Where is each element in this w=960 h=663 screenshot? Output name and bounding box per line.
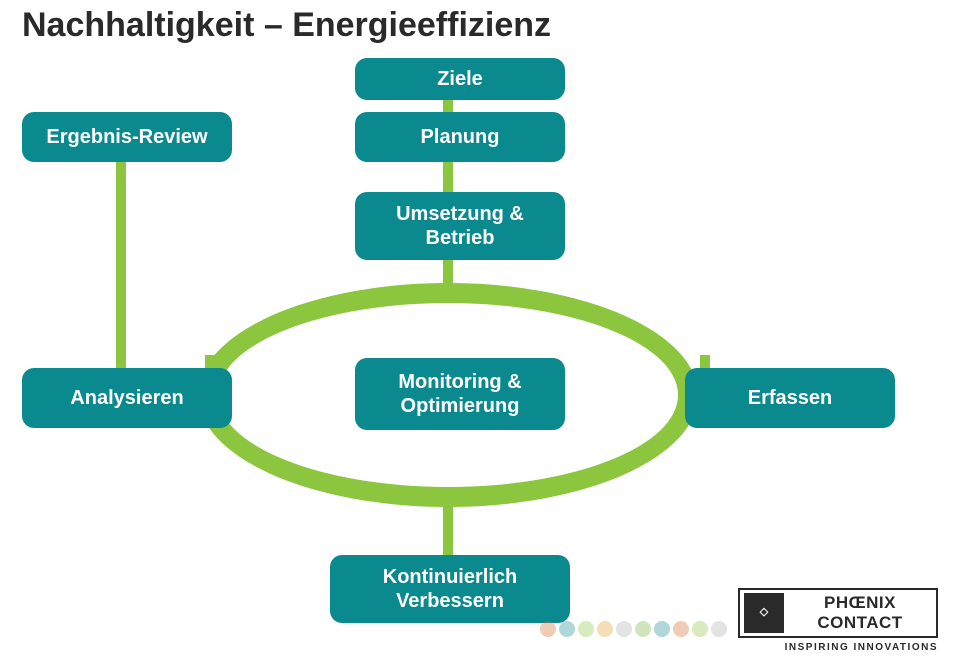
logo-mark-icon: ◇ [744, 593, 784, 633]
node-kontinuierlich-verbessern-label: Kontinuierlich Verbessern [383, 565, 517, 613]
node-umsetzung-betrieb-label: Umsetzung & Betrieb [396, 202, 524, 250]
decorative-dot [711, 621, 727, 637]
node-planung-label: Planung [421, 125, 500, 149]
decorative-dot [654, 621, 670, 637]
decorative-dot [559, 621, 575, 637]
node-monitoring-optimierung-label: Monitoring & Optimierung [398, 370, 521, 418]
logo-tagline: INSPIRING INNOVATIONS [738, 642, 938, 653]
logo-mark-glyph: ◇ [760, 607, 768, 619]
decorative-dot [692, 621, 708, 637]
node-monitoring-optimierung: Monitoring & Optimierung [355, 358, 565, 430]
decorative-dot [540, 621, 556, 637]
node-umsetzung-betrieb: Umsetzung & Betrieb [355, 192, 565, 260]
decorative-dot [635, 621, 651, 637]
node-analysieren: Analysieren [22, 368, 232, 428]
node-planung: Planung [355, 112, 565, 162]
logo-brand-line1: PHŒNIX [784, 593, 936, 613]
node-ergebnis-review: Ergebnis-Review [22, 112, 232, 162]
node-ziele: Ziele [355, 58, 565, 100]
decorative-dot [616, 621, 632, 637]
decorative-dots [540, 621, 727, 637]
decorative-dot [597, 621, 613, 637]
connector-line [116, 123, 126, 383]
node-analysieren-label: Analysieren [70, 386, 183, 410]
node-kontinuierlich-verbessern: Kontinuierlich Verbessern [330, 555, 570, 623]
node-erfassen-label: Erfassen [748, 386, 833, 410]
decorative-dot [578, 621, 594, 637]
page-title: Nachhaltigkeit – Energieeffizienz [22, 6, 551, 45]
node-ziele-label: Ziele [437, 67, 483, 91]
logo-brand-line2: CONTACT [784, 613, 936, 633]
node-erfassen: Erfassen [685, 368, 895, 428]
brand-logo: ◇ PHŒNIX CONTACT INSPIRING INNOVATIONS [738, 588, 938, 653]
decorative-dot [673, 621, 689, 637]
node-ergebnis-review-label: Ergebnis-Review [46, 125, 207, 149]
